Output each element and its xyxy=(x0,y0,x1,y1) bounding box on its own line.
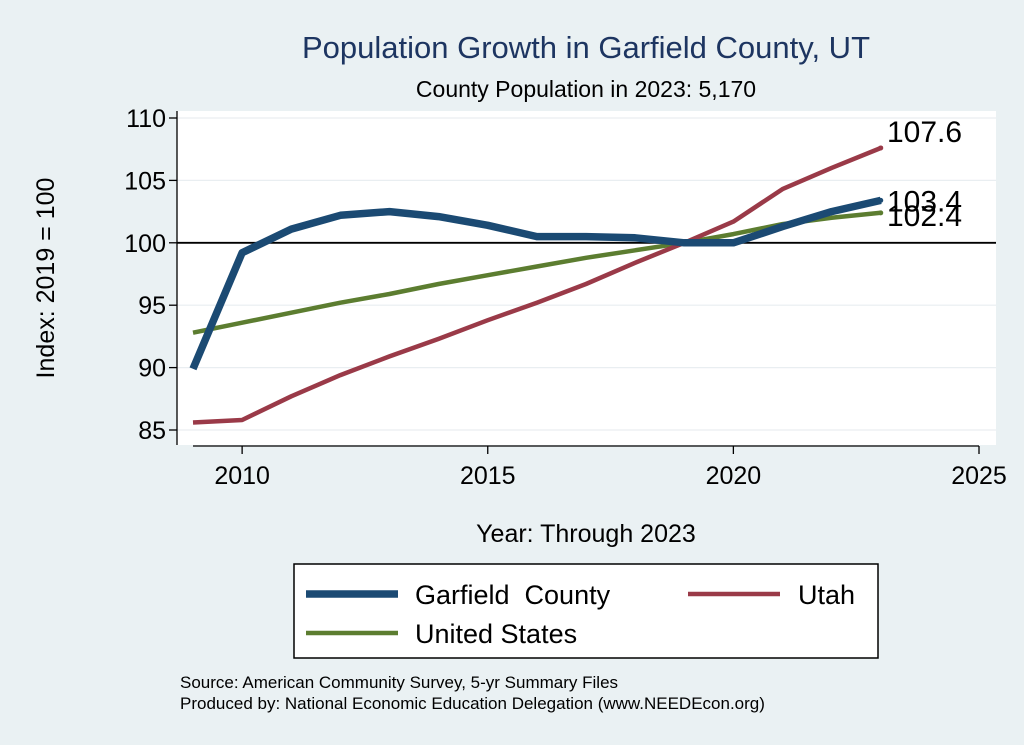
x-tick-label: 2020 xyxy=(706,462,762,490)
legend: Garfield County Utah United States xyxy=(293,563,879,659)
series-line-utah xyxy=(192,145,882,425)
source-line-1: Source: American Community Survey, 5-yr … xyxy=(180,673,618,692)
series-end-point xyxy=(878,145,884,151)
series-end-point xyxy=(878,210,884,216)
x-tick-label: 2025 xyxy=(951,462,1007,490)
y-tick-label: 85 xyxy=(138,417,166,445)
chart-subtitle: County Population in 2023: 5,170 xyxy=(416,76,756,102)
y-tick-label: 110 xyxy=(126,105,166,133)
y-tick-label: 90 xyxy=(138,355,166,383)
end-label: 102.4 xyxy=(887,200,962,233)
legend-label: Utah xyxy=(798,580,855,610)
y-tick-label: 105 xyxy=(124,167,166,195)
grid-lines xyxy=(177,117,996,431)
series-line-garfield-county xyxy=(189,196,882,371)
end-label: 103.4 xyxy=(887,185,962,218)
series-end-point xyxy=(878,197,884,203)
end-label: 107.6 xyxy=(887,116,962,149)
legend-label: United States xyxy=(415,619,577,649)
end-labels: 103.4 107.6 102.4 xyxy=(887,116,962,233)
source-line-2: Produced by: National Economic Education… xyxy=(180,694,765,713)
y-axis-title: Index: 2019 = 100 xyxy=(32,178,60,379)
series-line-united-states xyxy=(192,210,882,335)
series-lines xyxy=(189,145,884,425)
x-tick-label: 2015 xyxy=(460,462,516,490)
axes: 85 90 95 100 105 110 2010 2015 2020 2025 xyxy=(124,105,1007,490)
plot-area xyxy=(177,111,996,445)
x-tick-label: 2010 xyxy=(214,462,270,490)
legend-box xyxy=(293,563,879,659)
x-axis-title: Year: Through 2023 xyxy=(476,520,696,548)
y-tick-label: 95 xyxy=(138,292,166,320)
legend-label: Garfield County xyxy=(415,580,611,610)
y-tick-label: 100 xyxy=(124,230,166,258)
chart-title: Population Growth in Garfield County, UT xyxy=(302,30,870,65)
